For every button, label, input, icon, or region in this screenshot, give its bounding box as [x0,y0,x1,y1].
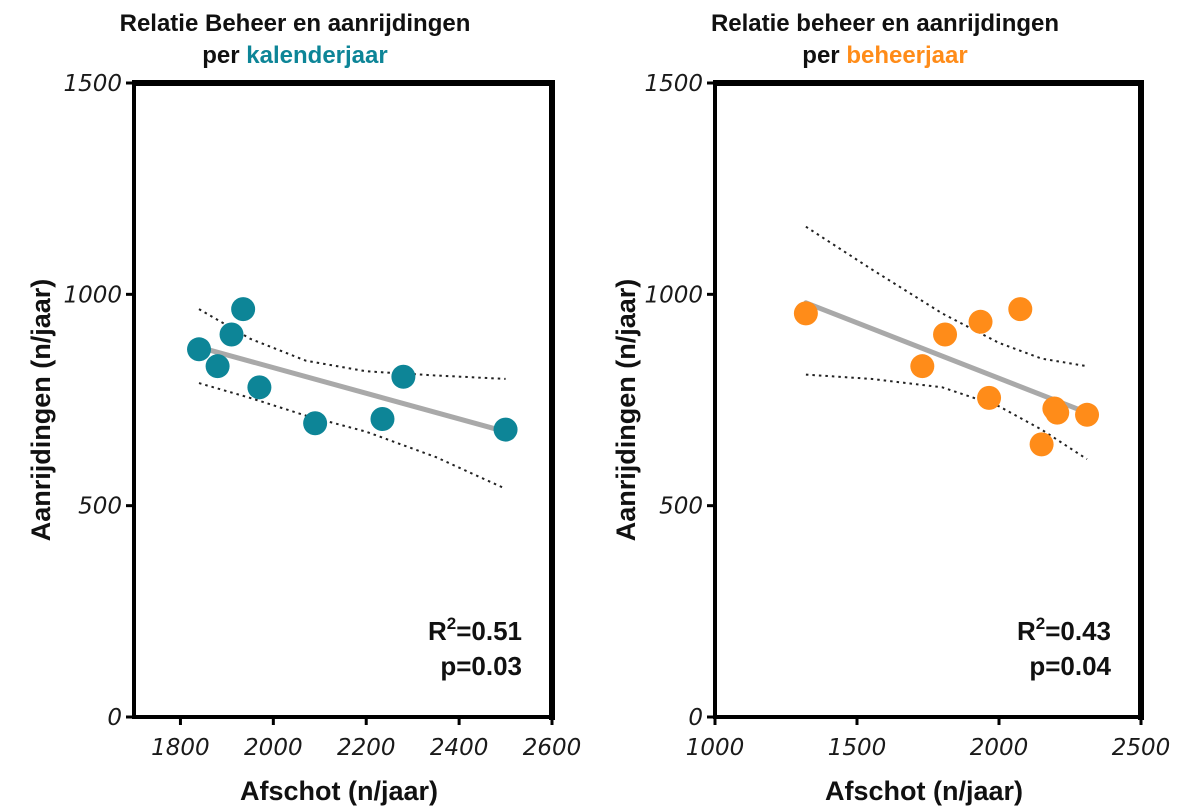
r-squared-label: R2=0.51 [428,614,522,646]
chart-title-line1: Relatie Beheer en aanrijdingen [119,10,471,37]
x-tick-label: 1000 [686,735,745,761]
data-point [933,322,958,347]
data-point [977,385,1002,410]
p-value-label: p=0.04 [1029,651,1111,681]
chart-title-prefix: per [802,42,840,69]
y-tick-label: 1000 [644,282,703,308]
y-tick-label: 1500 [644,71,703,97]
x-axis-label: Afschot (n/jaar) [240,776,438,806]
data-point [205,354,230,379]
y-tick-label: 0 [107,705,122,731]
y-tick-label: 500 [659,494,703,520]
x-tick-label: 2500 [1112,735,1171,761]
chart-panel-beheerjaar: Relatie beheer en aanrijdingen per behee… [590,0,1180,810]
y-tick-label: 1000 [63,282,122,308]
ci-lower-line [805,373,1088,461]
chart-title-prefix: per [202,42,240,69]
chart-title-line2: per beheerjaar [590,40,1180,72]
scatter-plot-kalenderjaar: 0 500 1000 1500 1800 2000 2200 2400 2600 Afschot … [26,71,582,806]
x-tick-label: 2400 [430,735,489,761]
data-point [910,354,935,379]
regression-line [803,300,1090,416]
y-axis-label: Aanrijdingen (n/jaar) [26,279,56,542]
chart-title-line1: Relatie beheer en aanrijdingen [710,10,1060,37]
data-point [303,411,328,436]
r-squared-label: R2=0.43 [1017,614,1111,646]
ci-upper-line [198,308,506,380]
chart-title: Relatie Beheer en aanrijdingen per kalen… [0,8,590,72]
x-tick-label: 1800 [151,735,210,761]
y-tick-label: 500 [78,494,122,520]
data-point [968,309,993,334]
data-point [231,297,256,322]
data-point [247,375,272,400]
regression-line [196,344,509,435]
p-value-label: p=0.03 [440,651,522,681]
data-point [391,364,416,389]
x-tick-label: 2200 [337,735,396,761]
chart-title-highlight: beheerjaar [846,42,968,69]
y-tick-label: 0 [688,705,703,731]
chart-title-highlight: kalenderjaar [246,42,388,69]
data-point [1008,297,1033,322]
x-tick-label: 2000 [970,735,1029,761]
chart-panel-kalenderjaar: Relatie Beheer en aanrijdingen per kalen… [0,8,590,806]
data-point [1045,400,1070,425]
x-tick-label: 2000 [244,735,303,761]
data-point [187,337,212,362]
ci-lower-line [198,382,507,490]
y-tick-label: 1500 [63,71,122,97]
x-tick-label: 1500 [828,735,887,761]
chart-title-line2: per kalenderjaar [0,40,590,72]
data-point [493,417,518,442]
data-point [1075,402,1100,427]
data-point [370,407,395,432]
y-axis-label: Aanrijdingen (n/jaar) [611,279,641,542]
x-axis-label: Afschot (n/jaar) [825,776,1023,806]
scatter-plot-beheerjaar: 0 500 1000 1500 1000 1500 2000 2500 Afschot (n/j… [611,71,1171,806]
data-point [1029,432,1054,457]
data-point [793,301,818,326]
data-point [219,322,244,347]
x-tick-label: 2600 [523,735,582,761]
chart-title: Relatie beheer en aanrijdingen per behee… [590,8,1180,72]
